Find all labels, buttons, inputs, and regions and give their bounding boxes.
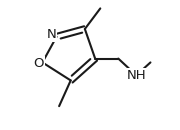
Text: NH: NH [127, 69, 146, 82]
Text: N: N [47, 28, 56, 41]
Text: O: O [33, 57, 44, 70]
